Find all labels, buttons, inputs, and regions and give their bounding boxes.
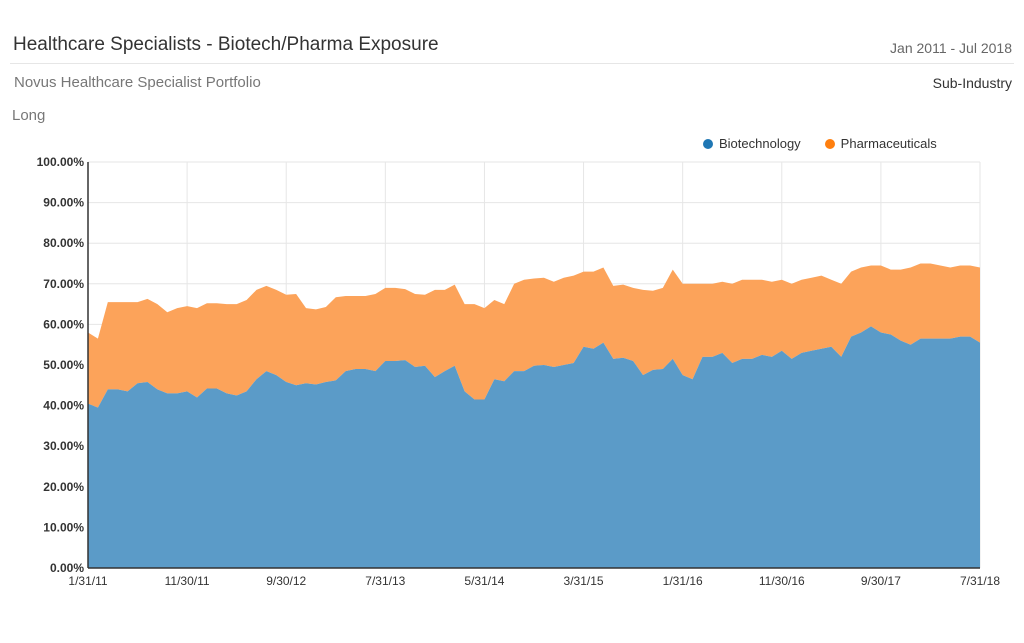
legend-marker-biotechnology <box>703 138 713 149</box>
chart-title: Healthcare Specialists - Biotech/Pharma … <box>13 34 439 55</box>
x-tick-label: 7/31/13 <box>365 574 405 588</box>
area-pharmaceuticals <box>88 263 980 408</box>
y-tick-label: 30.00% <box>43 439 84 453</box>
x-tick-label: 11/30/11 <box>165 574 210 588</box>
x-tick-label: 1/31/11 <box>68 574 107 588</box>
x-tick-label: 5/31/14 <box>464 574 504 588</box>
y-tick-label: 60.00% <box>43 317 84 331</box>
legend-item-biotechnology[interactable]: Biotechnology <box>703 136 801 151</box>
x-tick-label: 1/31/16 <box>663 574 703 588</box>
grouping-label[interactable]: Sub-Industry <box>932 75 1012 91</box>
area-biotechnology <box>88 326 980 568</box>
position-side: Long <box>12 107 46 124</box>
header-divider <box>10 63 1014 64</box>
y-tick-label: 20.00% <box>43 480 84 494</box>
y-tick-label: 80.00% <box>43 236 84 250</box>
x-tick-label: 3/31/15 <box>564 574 604 588</box>
y-tick-label: 50.00% <box>43 358 84 372</box>
date-range: Jan 2011 - Jul 2018 <box>890 40 1012 56</box>
x-tick-label: 11/30/16 <box>759 574 805 588</box>
y-tick-label: 0.00% <box>50 561 84 575</box>
x-tick-label: 9/30/17 <box>861 574 901 588</box>
legend-marker-pharmaceuticals <box>824 138 835 149</box>
y-tick-label: 70.00% <box>43 277 84 291</box>
legend-item-pharmaceuticals[interactable]: Pharmaceuticals <box>824 136 937 151</box>
chart-legend: Biotechnology Pharmaceuticals <box>703 136 937 151</box>
legend-label-biotechnology: Biotechnology <box>719 136 801 151</box>
x-tick-label: 7/31/18 <box>960 574 1000 588</box>
legend-label-pharmaceuticals: Pharmaceuticals <box>840 136 937 151</box>
y-tick-label: 90.00% <box>43 196 84 210</box>
y-tick-label: 40.00% <box>43 399 84 413</box>
y-tick-label: 10.00% <box>43 520 84 534</box>
y-tick-label: 100.00% <box>37 155 85 169</box>
x-tick-label: 9/30/12 <box>266 574 306 588</box>
portfolio-name: Novus Healthcare Specialist Portfolio <box>14 74 261 91</box>
